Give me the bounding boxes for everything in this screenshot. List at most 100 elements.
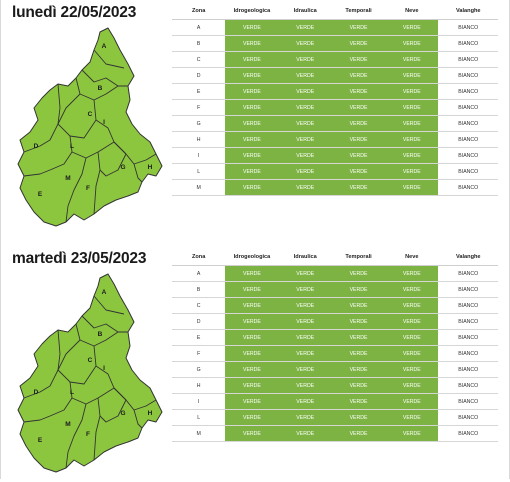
- table-row: D VERDE VERDE VERDE VERDE BIANCO: [172, 313, 498, 330]
- temporali-cell: VERDE: [331, 179, 386, 196]
- neve-cell: VERDE: [385, 281, 439, 298]
- neve-cell: VERDE: [385, 313, 439, 330]
- idrogeologica-cell: VERDE: [225, 99, 279, 116]
- table-row: I VERDE VERDE VERDE VERDE BIANCO: [172, 393, 498, 410]
- idrogeologica-cell: VERDE: [225, 83, 279, 100]
- neve-cell: VERDE: [385, 99, 439, 116]
- idraulica-cell: VERDE: [278, 51, 332, 68]
- zone-border: [23, 135, 73, 177]
- idraulica-cell: VERDE: [278, 35, 332, 52]
- valanghe-cell: BIANCO: [438, 19, 498, 36]
- column-header-temporali: Temporali: [331, 3, 386, 20]
- zona-cell: A: [172, 19, 226, 36]
- temporali-cell: VERDE: [331, 377, 386, 394]
- zona-cell: F: [172, 99, 226, 116]
- zone-border: [81, 69, 128, 87]
- neve-cell: VERDE: [385, 409, 439, 426]
- column-header-zona: Zona: [172, 249, 226, 266]
- temporali-cell: VERDE: [331, 67, 386, 84]
- zona-cell: L: [172, 409, 226, 426]
- idraulica-cell: VERDE: [278, 345, 332, 362]
- table-row: F VERDE VERDE VERDE VERDE BIANCO: [172, 345, 498, 362]
- idraulica-cell: VERDE: [278, 377, 332, 394]
- zone-label-a: A: [102, 43, 107, 50]
- temporali-cell: VERDE: [331, 425, 386, 442]
- neve-cell: VERDE: [385, 131, 439, 148]
- valanghe-cell: BIANCO: [438, 115, 498, 132]
- temporali-cell: VERDE: [331, 19, 386, 36]
- idrogeologica-cell: VERDE: [225, 115, 279, 132]
- temporali-cell: VERDE: [331, 265, 386, 282]
- zona-cell: E: [172, 329, 226, 346]
- valanghe-cell: BIANCO: [438, 265, 498, 282]
- temporali-cell: VERDE: [331, 361, 386, 378]
- valanghe-cell: BIANCO: [438, 393, 498, 410]
- zona-cell: L: [172, 163, 226, 180]
- idrogeologica-cell: VERDE: [225, 361, 279, 378]
- temporali-cell: VERDE: [331, 345, 386, 362]
- idrogeologica-cell: VERDE: [225, 329, 279, 346]
- temporali-cell: VERDE: [331, 409, 386, 426]
- zone-border: [133, 399, 157, 411]
- temporali-cell: VERDE: [331, 163, 386, 180]
- neve-cell: VERDE: [385, 163, 439, 180]
- neve-cell: VERDE: [385, 67, 439, 84]
- zone-border: [57, 365, 97, 385]
- table-row: H VERDE VERDE VERDE VERDE BIANCO: [172, 131, 498, 148]
- zone-border: [23, 83, 61, 153]
- zone-label-c: C: [88, 111, 93, 118]
- valanghe-cell: BIANCO: [438, 147, 498, 164]
- valanghe-cell: BIANCO: [438, 329, 498, 346]
- zone-border: [99, 399, 127, 423]
- zona-cell: B: [172, 281, 226, 298]
- idrogeologica-cell: VERDE: [225, 345, 279, 362]
- neve-cell: VERDE: [385, 19, 439, 36]
- temporali-cell: VERDE: [331, 393, 386, 410]
- table-row: B VERDE VERDE VERDE VERDE BIANCO: [172, 281, 498, 298]
- table-row: B VERDE VERDE VERDE VERDE BIANCO: [172, 35, 498, 52]
- zona-cell: A: [172, 265, 226, 282]
- region-outline: [17, 27, 163, 227]
- zone-label-h: H: [148, 410, 153, 417]
- valanghe-cell: BIANCO: [438, 179, 498, 196]
- neve-cell: VERDE: [385, 377, 439, 394]
- zone-label-f: F: [86, 185, 90, 192]
- idraulica-cell: VERDE: [278, 147, 332, 164]
- table-row: M VERDE VERDE VERDE VERDE BIANCO: [172, 179, 498, 196]
- neve-cell: VERDE: [385, 51, 439, 68]
- idraulica-cell: VERDE: [278, 297, 332, 314]
- table-row: F VERDE VERDE VERDE VERDE BIANCO: [172, 99, 498, 116]
- idrogeologica-cell: VERDE: [225, 265, 279, 282]
- idraulica-cell: VERDE: [278, 131, 332, 148]
- table-row: A VERDE VERDE VERDE VERDE BIANCO: [172, 265, 498, 282]
- idraulica-cell: VERDE: [278, 361, 332, 378]
- zone-border: [93, 151, 101, 215]
- region-outline: [17, 273, 163, 473]
- idrogeologica-cell: VERDE: [225, 19, 279, 36]
- column-header-idrogeologica: Idrogeologica: [225, 249, 279, 266]
- zone-label-b: B: [98, 85, 103, 92]
- idraulica-cell: VERDE: [278, 115, 332, 132]
- valanghe-cell: BIANCO: [438, 297, 498, 314]
- idrogeologica-cell: VERDE: [225, 131, 279, 148]
- zona-cell: H: [172, 377, 226, 394]
- temporali-cell: VERDE: [331, 147, 386, 164]
- zone-border: [23, 381, 73, 423]
- idrogeologica-cell: VERDE: [225, 425, 279, 442]
- idraulica-cell: VERDE: [278, 19, 332, 36]
- zona-cell: M: [172, 179, 226, 196]
- zona-cell: G: [172, 361, 226, 378]
- valanghe-cell: BIANCO: [438, 281, 498, 298]
- column-header-idrogeologica: Idrogeologica: [225, 3, 279, 20]
- neve-cell: VERDE: [385, 265, 439, 282]
- idraulica-cell: VERDE: [278, 393, 332, 410]
- idrogeologica-cell: VERDE: [225, 409, 279, 426]
- zone-border: [57, 119, 97, 139]
- column-header-temporali: Temporali: [331, 249, 386, 266]
- idrogeologica-cell: VERDE: [225, 163, 279, 180]
- idraulica-cell: VERDE: [278, 67, 332, 84]
- zone-border: [99, 153, 127, 177]
- neve-cell: VERDE: [385, 83, 439, 100]
- column-header-zona: Zona: [172, 3, 226, 20]
- zone-border: [57, 339, 81, 371]
